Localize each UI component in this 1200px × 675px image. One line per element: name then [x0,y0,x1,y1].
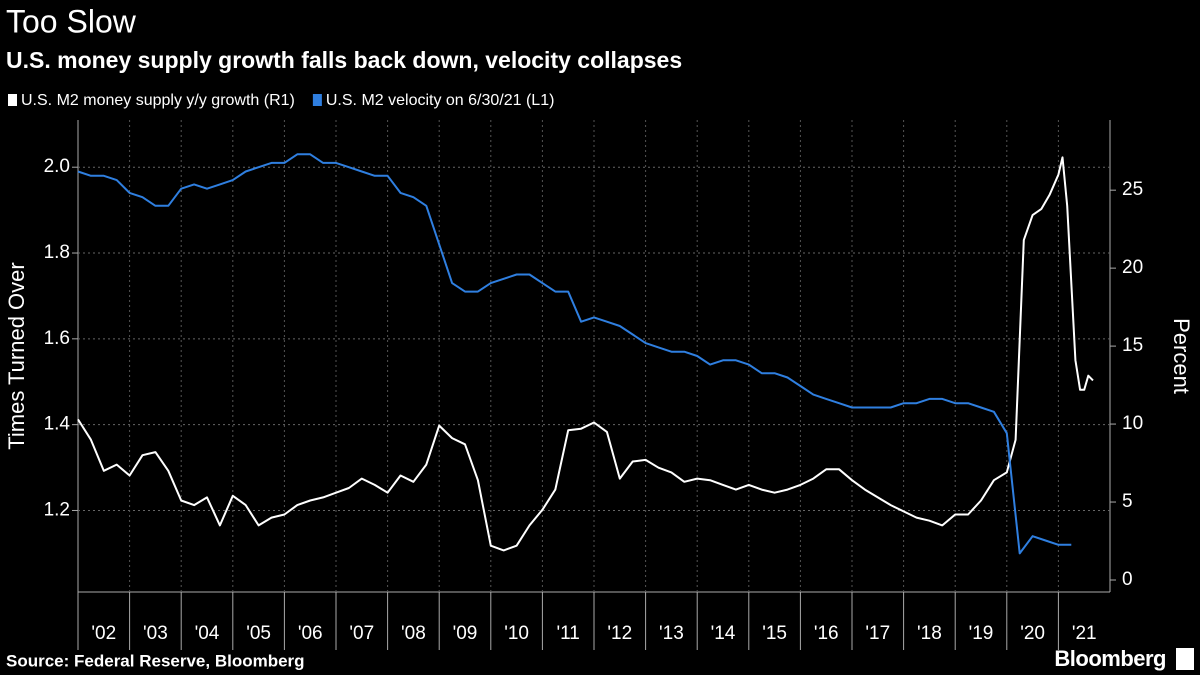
y2-tick-label: 5 [1122,491,1133,512]
chart-title: Too Slow [6,3,137,39]
chart-subtitle: U.S. money supply growth falls back down… [6,47,682,73]
y2-tick-label: 0 [1122,569,1133,590]
x-tick-label: '20 [1020,623,1045,644]
y2-tick-label: 20 [1122,257,1143,278]
x-tick-label: '16 [814,623,839,644]
y-tick-label: 2.0 [44,156,70,177]
x-tick-label: '05 [246,623,271,644]
y2-tick-label: 10 [1122,413,1143,434]
x-tick-label: '18 [917,623,942,644]
x-tick-label: '09 [453,623,478,644]
legend-label: U.S. M2 velocity on 6/30/21 (L1) [326,92,555,109]
y2-axis-label: Percent [1169,318,1194,394]
legend-swatch [8,94,17,106]
x-tick-label: '06 [298,623,323,644]
y-axis-label: Times Turned Over [4,262,29,449]
x-tick-label: '10 [504,623,529,644]
x-tick-label: '13 [659,623,684,644]
x-tick-label: '04 [195,623,220,644]
brand: Bloomberg [1054,646,1166,671]
y2-tick-label: 15 [1122,335,1143,356]
brand-icon [1176,648,1194,670]
x-tick-label: '12 [607,623,632,644]
legend-swatch [312,94,322,106]
source: Source: Federal Reserve, Bloomberg [6,651,305,670]
x-tick-label: '11 [557,623,580,644]
y-tick-label: 1.8 [44,242,70,263]
y2-tick-label: 25 [1122,179,1143,200]
y-tick-label: 1.4 [44,414,71,435]
x-tick-label: '02 [91,623,116,644]
x-tick-label: '17 [865,623,890,644]
x-tick-label: '15 [762,623,787,644]
x-tick-label: '21 [1072,623,1097,644]
x-tick-label: '07 [349,623,374,644]
x-tick-label: '03 [143,623,168,644]
x-tick-label: '14 [711,623,736,644]
series-line [77,153,1072,555]
x-tick-label: '19 [969,623,994,644]
y-tick-label: 1.6 [44,328,70,349]
legend-label: U.S. M2 money supply y/y growth (R1) [21,92,295,109]
x-tick-label: '08 [401,623,426,644]
y-tick-label: 1.2 [44,499,70,520]
series-line [77,156,1094,552]
